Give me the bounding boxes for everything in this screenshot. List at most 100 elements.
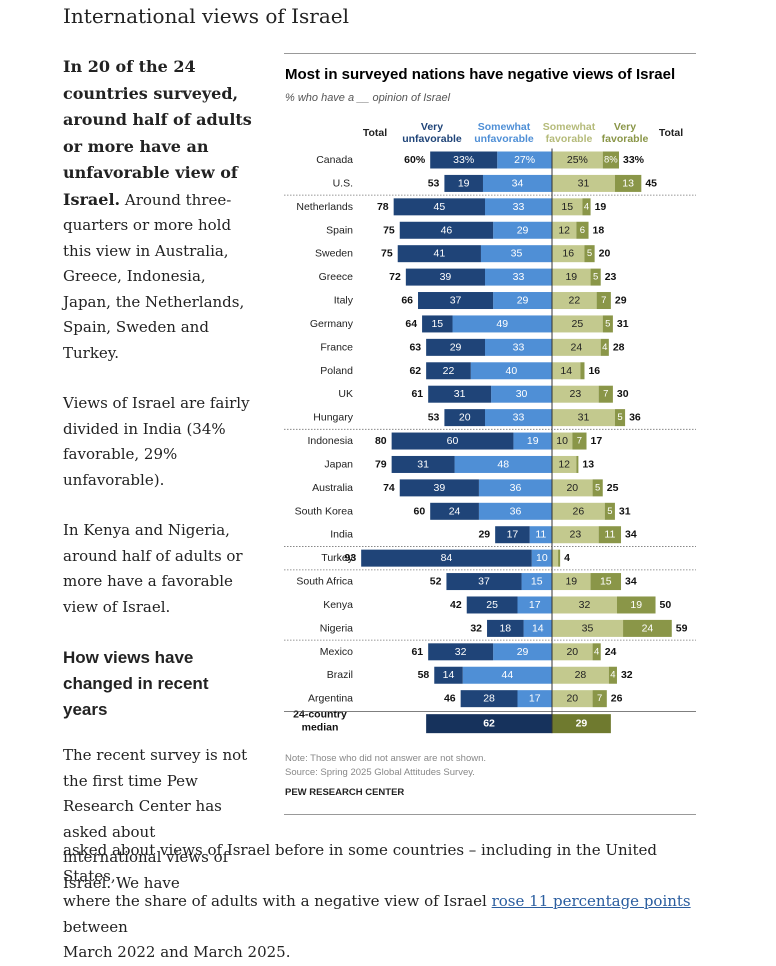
label-somewhat-favorable-germany: 25	[572, 318, 584, 330]
label-somewhat-favorable-brazil: 28	[575, 669, 587, 681]
label-somewhat-favorable-japan: 12	[558, 458, 570, 470]
recent-paragraph: The recent survey is not the first time …	[63, 746, 248, 892]
label-somewhat-favorable-mexico: 20	[566, 646, 578, 658]
label-somewhat-unfavorable-south-korea: 36	[510, 505, 522, 517]
intro-paragraph: In 20 of the 24 countries surveyed, arou…	[63, 54, 253, 366]
label-very-favorable-indonesia: 7	[577, 436, 582, 447]
label-somewhat-unfavorable-france: 33	[513, 341, 525, 353]
bar-very-favorable-u-s-	[614, 174, 642, 192]
bar-very-favorable-germany	[602, 315, 613, 333]
total-unfavorable-south-africa: 52	[430, 576, 442, 588]
country-label-brazil: Brazil	[327, 669, 353, 681]
header-total-right: Total	[658, 127, 684, 139]
percentage-link[interactable]: rose 11 percentage points	[491, 892, 691, 910]
bar-somewhat-unfavorable-netherlands	[485, 198, 552, 216]
bar-very-favorable-netherlands	[582, 198, 591, 216]
bar-very-favorable-brazil	[608, 666, 617, 684]
kenya-paragraph: In Kenya and Nigeria, around half of adu…	[63, 521, 243, 616]
label-very-favorable-netherlands: 4	[584, 201, 589, 212]
label-somewhat-favorable-kenya: 32	[579, 599, 591, 611]
label-very-favorable-uk: 7	[603, 389, 608, 400]
total-unfavorable-indonesia: 80	[375, 435, 387, 447]
bar-very-favorable-poland	[580, 362, 585, 380]
label-somewhat-favorable-south-africa: 19	[565, 576, 577, 588]
country-label-italy: Italy	[334, 295, 354, 307]
label-somewhat-unfavorable-spain: 29	[517, 224, 529, 236]
header-very-unfavorable: Very unfavorable	[402, 121, 462, 145]
bar-very-unfavorable-poland	[426, 362, 471, 380]
bar-somewhat-unfavorable-brazil	[462, 666, 552, 684]
bar-somewhat-unfavorable-germany	[452, 315, 552, 333]
total-unfavorable-mexico: 61	[411, 646, 423, 658]
label-somewhat-favorable-argentina: 20	[566, 693, 578, 705]
total-unfavorable-spain: 75	[383, 224, 395, 236]
total-unfavorable-italy: 66	[401, 295, 413, 307]
label-very-unfavorable-nigeria: 18	[499, 622, 511, 634]
bar-somewhat-unfavorable-india	[529, 526, 552, 544]
bar-very-favorable-japan	[576, 455, 579, 473]
bar-somewhat-unfavorable-u-s-	[482, 174, 552, 192]
total-favorable-germany: 31	[617, 318, 629, 330]
bar-very-unfavorable-argentina	[460, 690, 518, 708]
label-very-favorable-canada: 8%	[604, 155, 618, 166]
bar-somewhat-unfavorable-argentina	[517, 690, 552, 708]
total-unfavorable-nigeria: 32	[470, 622, 482, 634]
bar-somewhat-unfavorable-italy	[493, 292, 552, 310]
total-unfavorable-brazil: 58	[418, 669, 430, 681]
chart-top-rule	[284, 53, 696, 54]
label-very-favorable-south-africa: 15	[600, 576, 612, 588]
label-median-favorable: 29	[576, 718, 588, 730]
total-favorable-india: 34	[625, 529, 637, 541]
bottom-line-2-pre: where the share of adults with a negativ…	[63, 892, 492, 910]
total-favorable-canada: 33%	[623, 154, 645, 166]
label-somewhat-unfavorable-hungary: 33	[513, 412, 525, 424]
label-very-favorable-argentina: 7	[597, 693, 602, 704]
label-somewhat-favorable-u-s-: 31	[578, 177, 590, 189]
label-somewhat-favorable-france: 24	[571, 341, 583, 353]
country-label-australia: Australia	[312, 482, 353, 494]
bar-somewhat-favorable-india	[552, 526, 599, 544]
label-somewhat-unfavorable-indonesia: 19	[527, 435, 539, 447]
label-somewhat-unfavorable-canada: 27%	[514, 154, 535, 166]
total-unfavorable-south-korea: 60	[414, 505, 426, 517]
bar-very-favorable-argentina	[592, 690, 607, 708]
bar-very-favorable-india	[598, 526, 622, 544]
label-very-unfavorable-japan: 31	[417, 458, 429, 470]
bar-somewhat-favorable-south-africa	[552, 573, 591, 591]
bar-very-favorable-kenya	[616, 596, 656, 614]
header-total-left: Total	[362, 127, 388, 139]
bar-somewhat-unfavorable-turkey	[531, 549, 552, 567]
bar-very-favorable-south-africa	[590, 573, 622, 591]
article-left-column: In 20 of the 24 countries surveyed, arou…	[63, 54, 253, 921]
bar-somewhat-favorable-kenya	[552, 596, 617, 614]
bar-somewhat-favorable-nigeria	[552, 619, 624, 637]
label-very-favorable-nigeria: 24	[642, 622, 654, 634]
label-somewhat-unfavorable-uk: 30	[516, 388, 528, 400]
label-very-unfavorable-mexico: 32	[455, 646, 467, 658]
label-very-favorable-greece: 5	[593, 272, 598, 283]
header-somewhat-unfavorable: Somewhat unfavorable	[474, 121, 534, 145]
bar-very-unfavorable-brazil	[434, 666, 463, 684]
bar-somewhat-favorable-uk	[552, 385, 599, 403]
label-very-unfavorable-south-africa: 37	[478, 576, 490, 588]
chart-bottom-rule	[284, 814, 696, 815]
total-favorable-nigeria: 59	[676, 622, 688, 634]
bar-somewhat-favorable-brazil	[552, 666, 609, 684]
label-very-unfavorable-sweden: 41	[433, 248, 445, 260]
header-somewhat-favorable: Somewhat favorable	[542, 121, 596, 145]
total-favorable-kenya: 50	[660, 599, 672, 611]
total-favorable-brazil: 32	[621, 669, 633, 681]
bar-very-favorable-turkey	[558, 549, 561, 567]
country-label-argentina: Argentina	[308, 693, 353, 705]
country-label-u-s-: U.S.	[333, 177, 353, 189]
bar-very-unfavorable-south-africa	[446, 573, 522, 591]
label-somewhat-unfavorable-nigeria: 14	[532, 622, 544, 634]
bar-somewhat-unfavorable-kenya	[517, 596, 552, 614]
bar-median-favorable	[552, 714, 611, 734]
source-brand: PEW RESEARCH CENTER	[285, 787, 405, 798]
bar-somewhat-favorable-australia	[552, 479, 593, 497]
bar-very-favorable-france	[600, 338, 609, 356]
label-somewhat-unfavorable-sweden: 35	[511, 248, 523, 260]
bar-very-favorable-greece	[590, 268, 601, 286]
total-favorable-greece: 23	[605, 271, 617, 283]
